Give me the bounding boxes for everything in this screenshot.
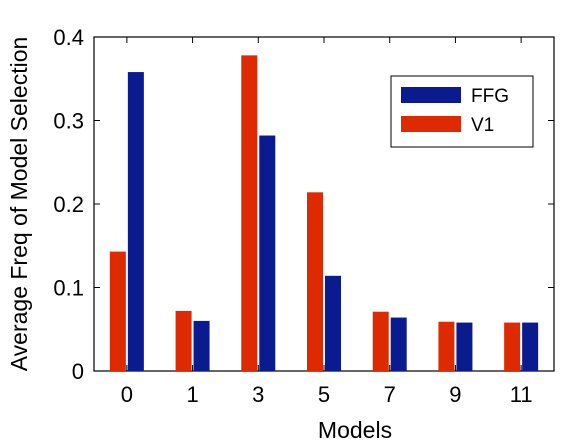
legend-label-v1: V1: [471, 115, 494, 136]
legend: FFG V1: [390, 75, 534, 148]
y-tick-label: 0.4: [53, 25, 84, 50]
x-axis: 0 1 3 5 7 9 11: [121, 37, 533, 407]
bar-ffg-11: [522, 322, 539, 371]
y-axis-label: Average Freq of Model Selection: [6, 37, 32, 372]
bar-ffg-5: [325, 275, 341, 371]
y-tick-label: 0.1: [53, 276, 84, 301]
bar-v1-3: [241, 55, 258, 372]
bar-ffg-7: [390, 317, 407, 371]
x-tick-label: 1: [186, 382, 198, 407]
legend-box: [390, 75, 534, 148]
bar-ffg-0: [127, 72, 144, 371]
legend-swatch-ffg: [401, 87, 461, 103]
x-axis-label: Models: [318, 417, 392, 443]
bar-v1-5: [307, 192, 323, 371]
bar-v1-1: [175, 310, 192, 371]
bar-v1-11: [504, 322, 521, 371]
legend-swatch-v1: [401, 116, 461, 132]
bar-v1-0: [109, 251, 126, 371]
bar-ffg-3: [259, 135, 276, 371]
x-tick-label: 9: [449, 382, 461, 407]
y-tick-label: 0: [72, 359, 84, 384]
bar-v1-7: [372, 311, 389, 371]
y-axis: 0 0.1 0.2 0.3 0.4: [53, 25, 554, 384]
y-tick-label: 0.2: [53, 192, 84, 217]
bar-ffg-9: [456, 322, 473, 371]
x-tick-label: 7: [384, 382, 396, 407]
x-tick-label: 11: [510, 382, 533, 407]
x-tick-label: 0: [121, 382, 133, 407]
bar-v1-9: [438, 321, 455, 371]
x-tick-label: 5: [318, 382, 330, 407]
bar-series: [109, 55, 539, 372]
bar-ffg-1: [193, 320, 210, 371]
legend-label-ffg: FFG: [471, 86, 509, 107]
x-tick-label: 3: [252, 382, 264, 407]
y-tick-label: 0.3: [53, 109, 84, 134]
